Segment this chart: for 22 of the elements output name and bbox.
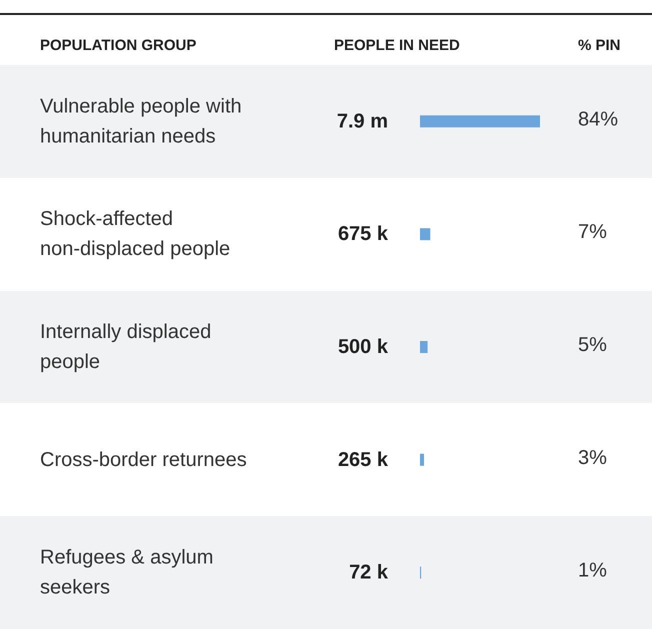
- y-axis-title: POPULATION GROUP: [40, 37, 196, 54]
- text: 1%: [578, 560, 608, 582]
- data-label: 500 k: [338, 336, 389, 358]
- text: 5%: [578, 334, 608, 356]
- data-label: 675 k: [338, 223, 389, 246]
- y-tick-label: Vulnerable people with humanitarian needs: [40, 95, 248, 148]
- bar: [420, 341, 428, 353]
- y-tick-label: Internally displaced people: [40, 321, 217, 373]
- bar: [420, 228, 430, 240]
- y-tick-label: Refugees & asylum seekers: [40, 546, 219, 599]
- text: 84%: [578, 108, 618, 130]
- data-label: 72 k: [349, 562, 389, 584]
- y-tick-label: Cross-border returnees: [40, 448, 247, 471]
- bar: [420, 115, 540, 128]
- data-label: 265 k: [338, 448, 389, 471]
- y-tick-label: Shock-affected non-displaced people: [40, 208, 230, 260]
- text: 7%: [578, 221, 608, 244]
- text: 3%: [578, 446, 608, 469]
- bar: [420, 454, 424, 466]
- data-label: 7.9 m: [336, 110, 388, 132]
- text: % PIN: [578, 37, 621, 54]
- x-axis-title: PEOPLE IN NEED: [334, 37, 460, 54]
